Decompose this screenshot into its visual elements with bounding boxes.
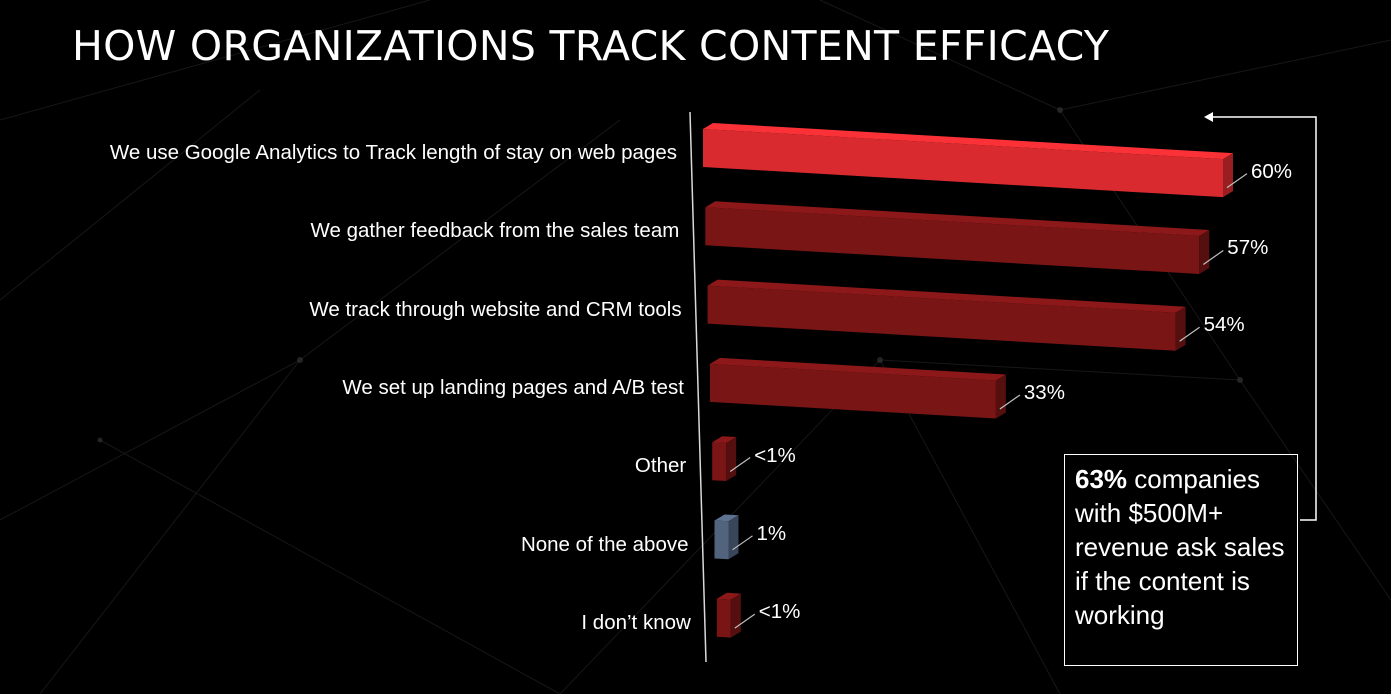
bar-1	[705, 201, 1210, 274]
value-label: 60%	[1251, 159, 1293, 183]
bar-0	[703, 123, 1233, 198]
category-label: None of the above	[520, 532, 689, 556]
leader-line-1	[1202, 249, 1224, 265]
callout-box: 63% companies with $500M+ revenue ask sa…	[1064, 454, 1298, 666]
y-axis-line	[689, 111, 707, 663]
bracket-arrowhead	[1204, 112, 1213, 122]
category-label: Other	[634, 454, 687, 478]
bar-2	[707, 279, 1186, 351]
value-label: 57%	[1227, 236, 1269, 260]
leader-line-0	[1226, 173, 1248, 189]
bar-6	[716, 592, 741, 638]
category-label: I don’t know	[581, 610, 691, 634]
callout-highlight: 63%	[1075, 464, 1128, 494]
category-label: We gather feedback from the sales team	[310, 219, 680, 243]
leader-line-6	[734, 613, 756, 629]
value-label: 54%	[1203, 313, 1245, 337]
category-label: We set up landing pages and A/B test	[342, 375, 684, 399]
leader-line-3	[999, 394, 1021, 410]
bar-5	[714, 514, 739, 560]
bar-3	[709, 357, 1006, 419]
value-label: 33%	[1023, 380, 1065, 404]
callout-bracket	[1212, 116, 1317, 521]
value-label: <1%	[754, 443, 796, 467]
leader-line-4	[729, 457, 751, 473]
value-label: <1%	[758, 600, 801, 624]
bar-4	[712, 436, 737, 482]
category-label: We track through website and CRM tools	[309, 297, 682, 321]
callout-text: companies with $500M+ revenue ask sales …	[1075, 464, 1285, 630]
leader-line-5	[732, 535, 753, 551]
page-title: HOW ORGANIZATIONS TRACK CONTENT EFFICACY	[72, 22, 1110, 70]
category-label: We use Google Analytics to Track length …	[109, 141, 677, 164]
value-label: 1%	[756, 521, 787, 545]
leader-line-2	[1179, 326, 1200, 342]
